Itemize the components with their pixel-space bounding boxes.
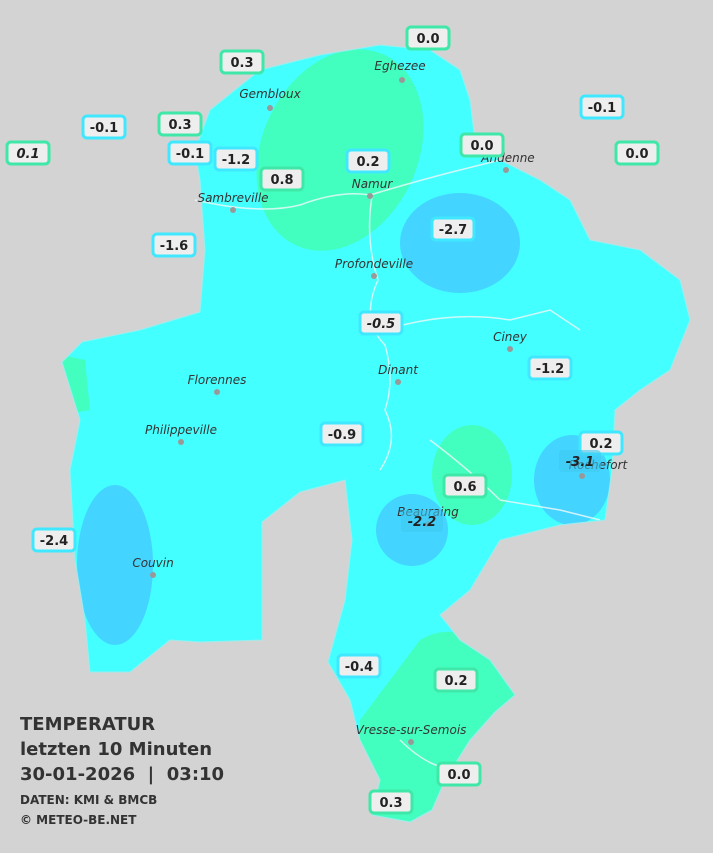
- station-value: 0.1: [16, 147, 39, 162]
- station-box: [151, 232, 197, 258]
- station-value: -2.2: [408, 515, 436, 530]
- station-value: 0.3: [168, 118, 191, 133]
- station-value: -0.4: [345, 660, 373, 675]
- city-dot: [399, 77, 405, 83]
- city-name: Namur: [352, 177, 394, 191]
- city-name: Ciney: [493, 330, 528, 344]
- city-name: Philippeville: [145, 423, 217, 437]
- station-value: 0.6: [453, 480, 476, 495]
- city-dot: [178, 439, 184, 445]
- station-box: [157, 111, 203, 137]
- station-box: [459, 132, 505, 158]
- title: TEMPERATUR: [20, 714, 155, 735]
- station-box: [5, 140, 51, 166]
- city-dot: [371, 273, 377, 279]
- station-value: -0.5: [367, 317, 395, 332]
- station-value: 0.8: [270, 173, 293, 188]
- station-value: -2.4: [40, 534, 68, 549]
- subtitle: letzten 10 Minuten: [20, 739, 212, 760]
- station-box: [579, 94, 625, 120]
- city-name: Gembloux: [239, 87, 301, 101]
- city-name: Couvin: [132, 556, 173, 570]
- copyright: © METEO-BE.NET: [20, 813, 137, 827]
- city-dot: [150, 572, 156, 578]
- station-box: [559, 450, 601, 472]
- city-dot: [395, 379, 401, 385]
- river: [368, 195, 393, 471]
- station-box: [81, 114, 127, 140]
- station-value: 0.2: [444, 674, 467, 689]
- station-box: [405, 25, 451, 51]
- station-box: [213, 146, 259, 172]
- station-box: [401, 510, 443, 532]
- city-dot: [408, 739, 414, 745]
- station-value: -2.7: [439, 223, 467, 238]
- zone-cold: [77, 485, 153, 645]
- source: DATEN: KMI & BMCB: [20, 793, 157, 807]
- zone-warm: [62, 355, 90, 415]
- station-box: [436, 761, 482, 787]
- station-value: 0.3: [379, 796, 402, 811]
- station-value: -0.1: [176, 147, 204, 162]
- city-name: Sambreville: [197, 191, 268, 205]
- station-value: 0.0: [416, 32, 439, 47]
- station-box: [167, 140, 213, 166]
- station-box: [430, 216, 476, 242]
- city-dot: [507, 346, 513, 352]
- station-value: 0.2: [589, 437, 612, 452]
- city-dot: [267, 105, 273, 111]
- station-value: 0.0: [447, 768, 470, 783]
- station-value: 0.0: [470, 139, 493, 154]
- zone-warm: [360, 631, 520, 822]
- city-dot: [230, 207, 236, 213]
- city-dot: [214, 389, 220, 395]
- station-box: [259, 166, 305, 192]
- station-value: -0.1: [90, 121, 118, 136]
- stations: 0.0 0.3 -0.1 -0.1 0.3 0.1 -0.1 -1.2 0.0 0.0 0.2 0.8…: [5, 25, 660, 815]
- city-dot: [579, 473, 585, 479]
- city-name: Eghezee: [374, 59, 425, 73]
- station-value: -3.1: [566, 455, 594, 470]
- station-box: [433, 667, 479, 693]
- station-value: 0.0: [625, 147, 648, 162]
- legend: TEMPERATUR letzten 10 Minuten 30-01-2026…: [20, 714, 224, 827]
- timestamp: 30-01-2026 | 03:10: [20, 764, 224, 785]
- station-box: [345, 148, 391, 174]
- zone-warm: [256, 49, 424, 251]
- city-name: Dinant: [378, 363, 419, 377]
- station-box: [527, 355, 573, 381]
- station-box: [368, 789, 414, 815]
- city-name: Florennes: [188, 373, 247, 387]
- station-box: [219, 49, 265, 75]
- station-value: -1.6: [160, 239, 188, 254]
- station-box: [336, 653, 382, 679]
- station-value: -0.9: [328, 428, 356, 443]
- city-dot: [503, 167, 509, 173]
- station-box: [319, 421, 365, 447]
- station-value: -1.2: [536, 362, 564, 377]
- station-box: [442, 473, 488, 499]
- station-value: -1.2: [222, 153, 250, 168]
- river: [194, 159, 501, 210]
- city-dot: [367, 193, 373, 199]
- city-name: Vresse-sur-Semois: [356, 723, 467, 737]
- station-value: 0.2: [356, 155, 379, 170]
- rivers: [194, 159, 601, 781]
- station-box: [31, 527, 77, 553]
- station-value: -0.1: [588, 101, 616, 116]
- station-box: [614, 140, 660, 166]
- station-box: [358, 310, 404, 336]
- city-name: Profondeville: [335, 257, 413, 271]
- station-value: 0.3: [230, 56, 253, 71]
- zone-cold: [400, 193, 520, 293]
